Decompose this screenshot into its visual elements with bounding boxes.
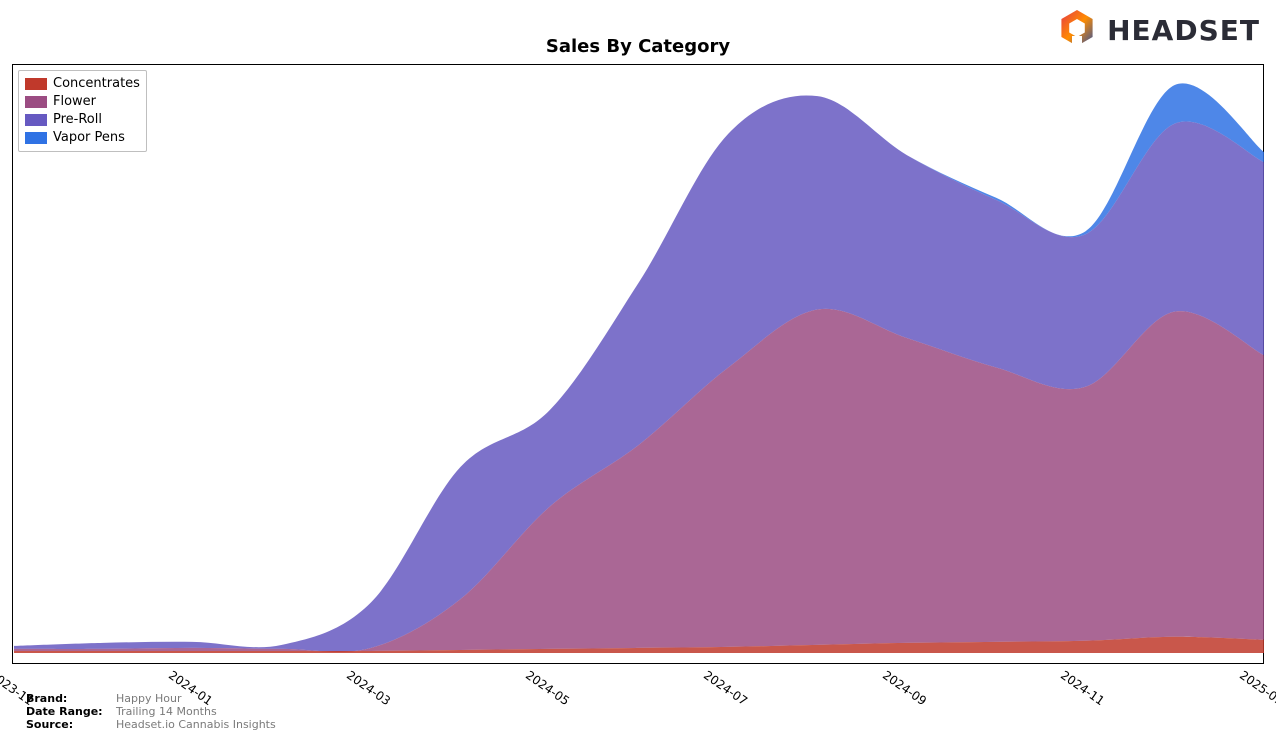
meta-row: Date Range:Trailing 14 Months: [26, 705, 276, 718]
chart-metadata: Brand:Happy HourDate Range:Trailing 14 M…: [26, 692, 276, 731]
meta-value: Happy Hour: [116, 692, 181, 705]
brand-logo: HEADSET: [1055, 6, 1260, 54]
legend-label: Flower: [53, 93, 96, 111]
x-tick-label: 2024-05: [523, 668, 572, 708]
legend-label: Pre-Roll: [53, 111, 102, 129]
meta-label: Date Range:: [26, 705, 116, 718]
legend-item: Concentrates: [25, 75, 140, 93]
legend-swatch: [25, 114, 47, 126]
x-tick-label: 2025-01: [1237, 668, 1276, 708]
x-tick-label: 2024-07: [701, 668, 750, 708]
stacked-area-chart: [13, 65, 1265, 665]
legend-item: Vapor Pens: [25, 129, 140, 147]
chart-plot-area: [12, 64, 1264, 664]
meta-row: Source:Headset.io Cannabis Insights: [26, 718, 276, 731]
headset-logo-icon: [1055, 6, 1099, 54]
legend-swatch: [25, 132, 47, 144]
meta-value: Headset.io Cannabis Insights: [116, 718, 276, 731]
x-tick-label: 2024-09: [880, 668, 929, 708]
x-tick-label: 2024-03: [344, 668, 393, 708]
x-tick-label: 2024-11: [1058, 668, 1107, 708]
legend-label: Vapor Pens: [53, 129, 125, 147]
chart-legend: ConcentratesFlowerPre-RollVapor Pens: [18, 70, 147, 152]
meta-value: Trailing 14 Months: [116, 705, 217, 718]
legend-swatch: [25, 78, 47, 90]
meta-row: Brand:Happy Hour: [26, 692, 276, 705]
meta-label: Source:: [26, 718, 116, 731]
meta-label: Brand:: [26, 692, 116, 705]
legend-item: Flower: [25, 93, 140, 111]
brand-logo-text: HEADSET: [1107, 14, 1260, 47]
legend-item: Pre-Roll: [25, 111, 140, 129]
legend-label: Concentrates: [53, 75, 140, 93]
legend-swatch: [25, 96, 47, 108]
